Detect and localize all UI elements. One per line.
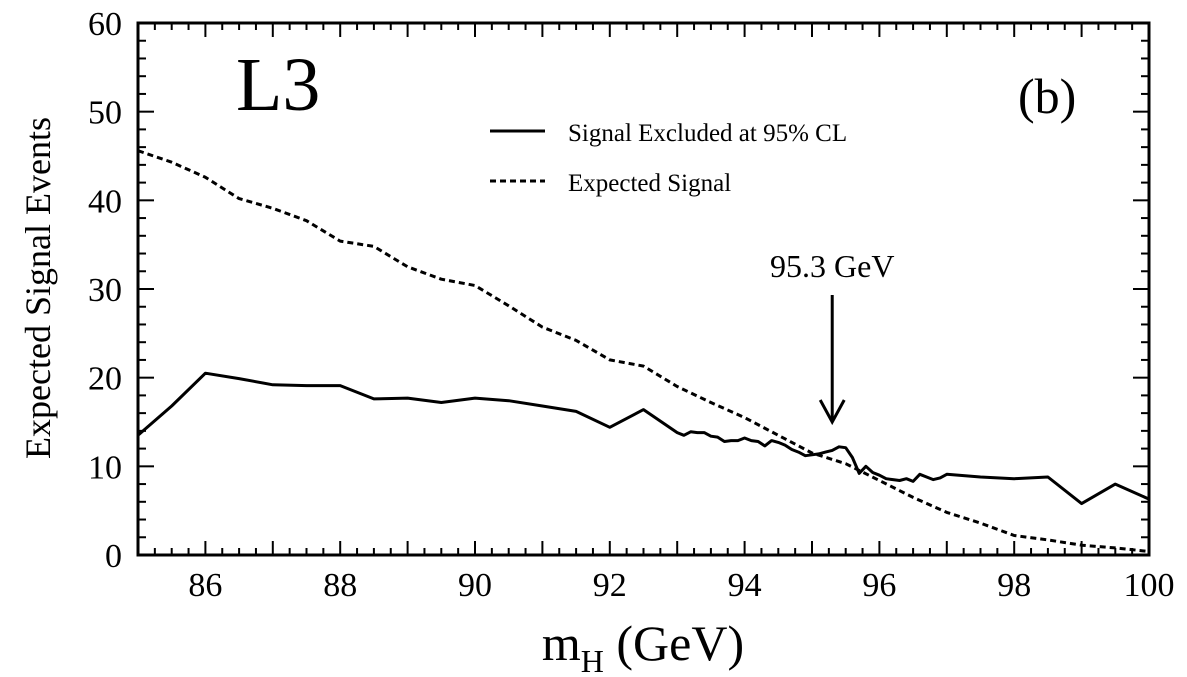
experiment-label: L3 — [236, 43, 320, 127]
y-tick-label: 50 — [88, 95, 122, 132]
x-tick-label: 94 — [728, 567, 762, 604]
x-tick-label: 100 — [1124, 567, 1175, 604]
annotation: 95.3 GeV — [770, 248, 894, 426]
y-axis-label: Expected Signal Events — [18, 117, 58, 459]
x-axis-label-space — [604, 615, 617, 671]
x-tick-label: 86 — [188, 567, 222, 604]
annotation-arrow-head — [818, 399, 846, 426]
x-axis-label: mH (GeV) — [542, 615, 744, 677]
x-tick-label: 88 — [323, 567, 357, 604]
y-tick-label: 40 — [88, 183, 122, 220]
y-tick-label: 30 — [88, 272, 122, 309]
annotation-label: 95.3 GeV — [770, 248, 894, 284]
y-tick-label: 60 — [88, 6, 122, 43]
y-tick-label: 0 — [105, 538, 122, 575]
x-tick-label: 98 — [997, 567, 1031, 604]
x-tick-label: 96 — [862, 567, 896, 604]
legend-entry-expected: Expected Signal — [568, 170, 731, 197]
series-line-expected — [137, 149, 1150, 553]
legend: Signal Excluded at 95% CL Expected Signa… — [490, 120, 847, 197]
x-axis-label-main: m — [542, 615, 581, 671]
y-tick-label: 10 — [88, 449, 122, 486]
x-axis-label-sub: H — [581, 643, 604, 677]
series-lines — [137, 149, 1150, 553]
tick-labels: 86 88 90 92 94 96 98 100 0 10 20 30 40 50 60 — [88, 6, 1175, 604]
series-line-excluded — [137, 371, 1150, 506]
x-tick-label: 92 — [593, 567, 627, 604]
plot-frame — [136, 21, 1151, 557]
legend-entry-excluded: Signal Excluded at 95% CL — [568, 120, 847, 147]
x-tick-label: 90 — [458, 567, 492, 604]
x-axis-label-unit: (GeV) — [616, 615, 744, 671]
y-tick-label: 20 — [88, 361, 122, 398]
panel-label: (b) — [1018, 68, 1076, 124]
